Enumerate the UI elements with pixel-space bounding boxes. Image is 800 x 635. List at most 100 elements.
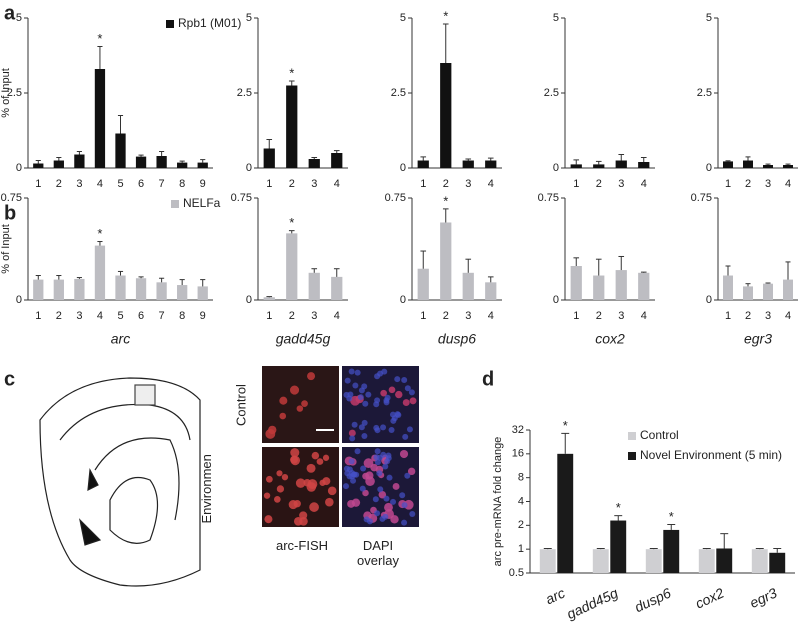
gene-label: dusp6 <box>438 331 476 347</box>
bar <box>763 283 773 300</box>
legend-swatch <box>166 20 174 28</box>
bar <box>197 162 208 168</box>
y-tick-label: 0.75 <box>385 192 406 204</box>
nucleus <box>365 391 372 398</box>
bar <box>783 279 793 300</box>
y-tick-label: 0.75 <box>538 192 559 204</box>
x-tick-label: 8 <box>179 178 185 190</box>
cell <box>306 463 316 473</box>
x-tick-label: 6 <box>138 178 144 190</box>
bar <box>331 153 343 168</box>
cell <box>295 478 306 488</box>
error-bar <box>159 277 165 283</box>
x-tick-label: 4 <box>97 310 103 322</box>
bar <box>156 156 167 168</box>
cell <box>322 454 330 461</box>
cell <box>276 470 283 477</box>
nucleus <box>362 400 369 407</box>
nucleus <box>359 485 366 492</box>
nucleus <box>379 515 386 522</box>
legend-swatch <box>628 432 636 440</box>
nucleus <box>384 458 391 465</box>
error-bar <box>487 157 494 161</box>
x-tick-label: dusp6 <box>632 584 674 615</box>
y-tick-label: 5 <box>16 12 22 24</box>
panel-letter: b <box>4 202 16 224</box>
bar <box>94 69 106 168</box>
y-tick-label: 0 <box>400 162 406 174</box>
error-bar <box>573 257 580 266</box>
error-bar <box>720 533 729 549</box>
nucleus <box>377 486 384 493</box>
nucleus <box>409 510 416 517</box>
y-tick-label: 2.5 <box>697 87 712 99</box>
cell <box>402 399 410 407</box>
nucleus <box>374 459 381 466</box>
error-bar <box>117 270 124 276</box>
x-tick-label: 2 <box>596 310 602 322</box>
x-tick-label: 4 <box>785 178 791 190</box>
nucleus <box>358 424 365 431</box>
y-tick-label: 0 <box>400 294 406 306</box>
cell <box>263 492 271 499</box>
column-label: DAPI overlay <box>357 538 399 568</box>
bar <box>177 162 188 168</box>
bar <box>440 222 452 300</box>
y-tick-label: 16 <box>512 448 524 460</box>
significance: * <box>289 215 294 230</box>
bar <box>539 549 556 573</box>
bar <box>197 286 208 300</box>
cell <box>392 482 400 490</box>
nucleus <box>374 397 381 404</box>
nucleus <box>385 452 392 459</box>
error-bar <box>266 296 273 298</box>
bar <box>485 160 497 168</box>
cell <box>363 458 374 468</box>
x-tick-label: 9 <box>200 178 206 190</box>
error-bar <box>725 265 731 276</box>
error-bar <box>596 547 605 550</box>
cell <box>348 429 356 437</box>
error-bar <box>117 115 124 134</box>
cell <box>327 486 337 496</box>
bar <box>769 552 786 573</box>
x-tick-label: 4 <box>785 310 791 322</box>
y-tick-label: 0 <box>553 294 559 306</box>
error-bar <box>442 208 449 223</box>
cell <box>409 397 417 405</box>
y-tick-label: 0 <box>246 162 252 174</box>
error-bar <box>56 157 62 161</box>
nucleus <box>363 516 370 523</box>
error-bar <box>311 157 318 159</box>
bar <box>610 520 627 573</box>
error-bar <box>755 547 764 550</box>
cell <box>399 449 409 459</box>
y-axis-label: % of Input <box>0 224 12 274</box>
bar <box>716 548 733 573</box>
x-tick-label: 3 <box>618 310 624 322</box>
error-bar <box>333 150 340 153</box>
x-tick-label: 3 <box>311 310 317 322</box>
y-tick-label: 32 <box>512 424 524 436</box>
error-bar <box>765 163 771 165</box>
nucleus <box>343 483 350 490</box>
y-tick-label: 5 <box>400 12 406 24</box>
row-label-box: Novel Environment <box>198 455 214 524</box>
bar <box>263 297 275 300</box>
nucleus <box>386 474 393 481</box>
legend-label: NELFa <box>183 196 221 210</box>
significance: * <box>669 509 674 524</box>
bar <box>308 159 320 168</box>
nucleus <box>374 448 381 455</box>
row-label: Control <box>233 384 248 426</box>
y-tick-label: 0 <box>706 162 712 174</box>
nucleus <box>372 496 379 503</box>
gene-label: egr3 <box>744 331 772 347</box>
bar <box>645 549 662 573</box>
y-tick-label: 1 <box>518 543 524 555</box>
bar <box>308 272 320 300</box>
bar <box>286 85 298 168</box>
cell <box>365 471 374 480</box>
bar <box>33 279 44 300</box>
